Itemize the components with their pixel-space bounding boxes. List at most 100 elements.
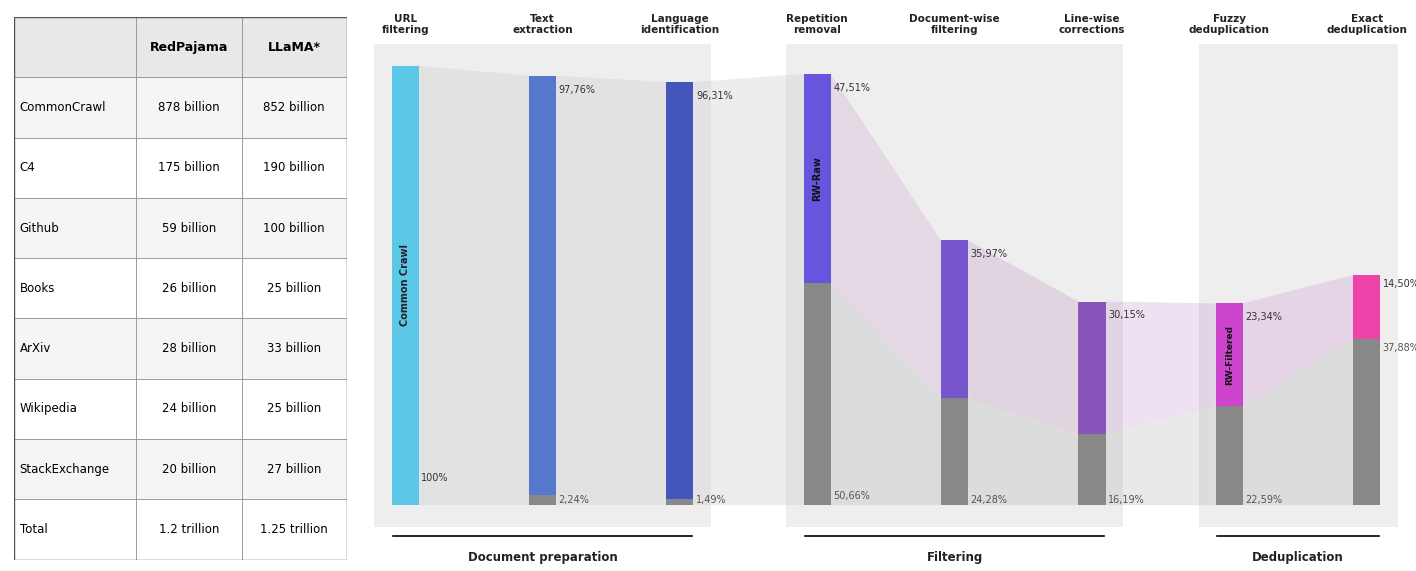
FancyBboxPatch shape <box>136 17 242 78</box>
Text: 1,49%: 1,49% <box>695 495 726 505</box>
FancyBboxPatch shape <box>1079 301 1106 505</box>
Polygon shape <box>694 74 804 505</box>
FancyBboxPatch shape <box>136 78 242 138</box>
Text: 16,19%: 16,19% <box>1107 495 1144 505</box>
FancyBboxPatch shape <box>136 319 242 379</box>
FancyBboxPatch shape <box>14 499 136 560</box>
Text: 100 billion: 100 billion <box>263 222 326 235</box>
Text: 97,76%: 97,76% <box>558 85 596 95</box>
FancyBboxPatch shape <box>242 78 347 138</box>
FancyBboxPatch shape <box>942 240 969 505</box>
Polygon shape <box>1243 339 1354 505</box>
FancyBboxPatch shape <box>242 439 347 499</box>
FancyBboxPatch shape <box>136 258 242 319</box>
Text: 37,88%: 37,88% <box>1382 343 1416 353</box>
Text: Total: Total <box>20 523 48 536</box>
FancyBboxPatch shape <box>530 495 556 505</box>
Polygon shape <box>1106 301 1216 434</box>
FancyBboxPatch shape <box>667 498 694 505</box>
Text: 24 billion: 24 billion <box>161 403 217 415</box>
FancyBboxPatch shape <box>1354 275 1381 339</box>
Text: 27 billion: 27 billion <box>268 463 321 476</box>
FancyBboxPatch shape <box>667 82 694 505</box>
FancyBboxPatch shape <box>242 258 347 319</box>
Text: Language
identification: Language identification <box>640 14 719 35</box>
Text: 14,50%: 14,50% <box>1382 279 1416 289</box>
Polygon shape <box>1106 406 1216 505</box>
FancyBboxPatch shape <box>392 66 419 505</box>
FancyBboxPatch shape <box>942 240 969 399</box>
Text: Deduplication: Deduplication <box>1252 551 1344 564</box>
FancyBboxPatch shape <box>1216 303 1243 505</box>
Text: Wikipedia: Wikipedia <box>20 403 78 415</box>
Text: Github: Github <box>20 222 59 235</box>
FancyBboxPatch shape <box>242 17 347 78</box>
Polygon shape <box>556 76 667 505</box>
Text: Exact
deduplication: Exact deduplication <box>1327 14 1408 35</box>
Text: 24,28%: 24,28% <box>970 495 1008 505</box>
Text: 96,31%: 96,31% <box>695 91 732 101</box>
FancyBboxPatch shape <box>14 379 136 439</box>
FancyBboxPatch shape <box>14 138 136 198</box>
FancyBboxPatch shape <box>136 499 242 560</box>
Text: 175 billion: 175 billion <box>159 162 219 174</box>
FancyBboxPatch shape <box>1198 44 1398 527</box>
FancyBboxPatch shape <box>14 198 136 258</box>
Text: 35,97%: 35,97% <box>970 250 1008 259</box>
Polygon shape <box>969 240 1079 434</box>
Text: 26 billion: 26 billion <box>161 282 217 295</box>
Text: 1.2 trillion: 1.2 trillion <box>159 523 219 536</box>
Text: CommonCrawl: CommonCrawl <box>20 101 106 114</box>
FancyBboxPatch shape <box>1354 275 1381 505</box>
Text: ArXiv: ArXiv <box>20 342 51 355</box>
Text: Filtering: Filtering <box>926 551 983 564</box>
Polygon shape <box>969 399 1079 505</box>
FancyBboxPatch shape <box>136 379 242 439</box>
Text: URL
filtering: URL filtering <box>381 14 429 35</box>
FancyBboxPatch shape <box>804 74 831 505</box>
Text: 25 billion: 25 billion <box>268 282 321 295</box>
Text: Document preparation: Document preparation <box>467 551 617 564</box>
Text: 2,24%: 2,24% <box>558 495 589 505</box>
FancyBboxPatch shape <box>136 439 242 499</box>
FancyBboxPatch shape <box>14 258 136 319</box>
Text: C4: C4 <box>20 162 35 174</box>
Text: 1.25 trillion: 1.25 trillion <box>261 523 329 536</box>
Text: Common Crawl: Common Crawl <box>401 244 411 327</box>
Polygon shape <box>831 283 942 505</box>
Text: LLaMA*: LLaMA* <box>268 41 321 54</box>
Text: 33 billion: 33 billion <box>268 342 321 355</box>
FancyBboxPatch shape <box>14 78 136 138</box>
Text: Repetition
removal: Repetition removal <box>786 14 848 35</box>
FancyBboxPatch shape <box>242 138 347 198</box>
Text: Books: Books <box>20 282 55 295</box>
FancyBboxPatch shape <box>242 319 347 379</box>
Text: 30,15%: 30,15% <box>1107 311 1146 320</box>
Text: 100%: 100% <box>421 473 449 483</box>
Text: 20 billion: 20 billion <box>161 463 217 476</box>
Text: 50,66%: 50,66% <box>833 490 871 501</box>
Text: 190 billion: 190 billion <box>263 162 326 174</box>
Text: Document-wise
filtering: Document-wise filtering <box>909 14 1000 35</box>
FancyBboxPatch shape <box>242 499 347 560</box>
Text: 878 billion: 878 billion <box>159 101 219 114</box>
Text: StackExchange: StackExchange <box>20 463 110 476</box>
FancyBboxPatch shape <box>1079 301 1106 434</box>
Text: RedPajama: RedPajama <box>150 41 228 54</box>
FancyBboxPatch shape <box>374 44 711 527</box>
FancyBboxPatch shape <box>14 439 136 499</box>
Text: Fuzzy
deduplication: Fuzzy deduplication <box>1189 14 1270 35</box>
FancyBboxPatch shape <box>804 74 831 283</box>
FancyBboxPatch shape <box>1216 303 1243 406</box>
Text: 22,59%: 22,59% <box>1245 495 1283 505</box>
Text: 28 billion: 28 billion <box>161 342 217 355</box>
Text: Text
extraction: Text extraction <box>513 14 573 35</box>
FancyBboxPatch shape <box>136 138 242 198</box>
Text: 59 billion: 59 billion <box>161 222 217 235</box>
Text: Line-wise
corrections: Line-wise corrections <box>1059 14 1126 35</box>
Text: 852 billion: 852 billion <box>263 101 326 114</box>
FancyBboxPatch shape <box>14 319 136 379</box>
FancyBboxPatch shape <box>242 198 347 258</box>
Text: 25 billion: 25 billion <box>268 403 321 415</box>
Text: 47,51%: 47,51% <box>833 83 871 93</box>
